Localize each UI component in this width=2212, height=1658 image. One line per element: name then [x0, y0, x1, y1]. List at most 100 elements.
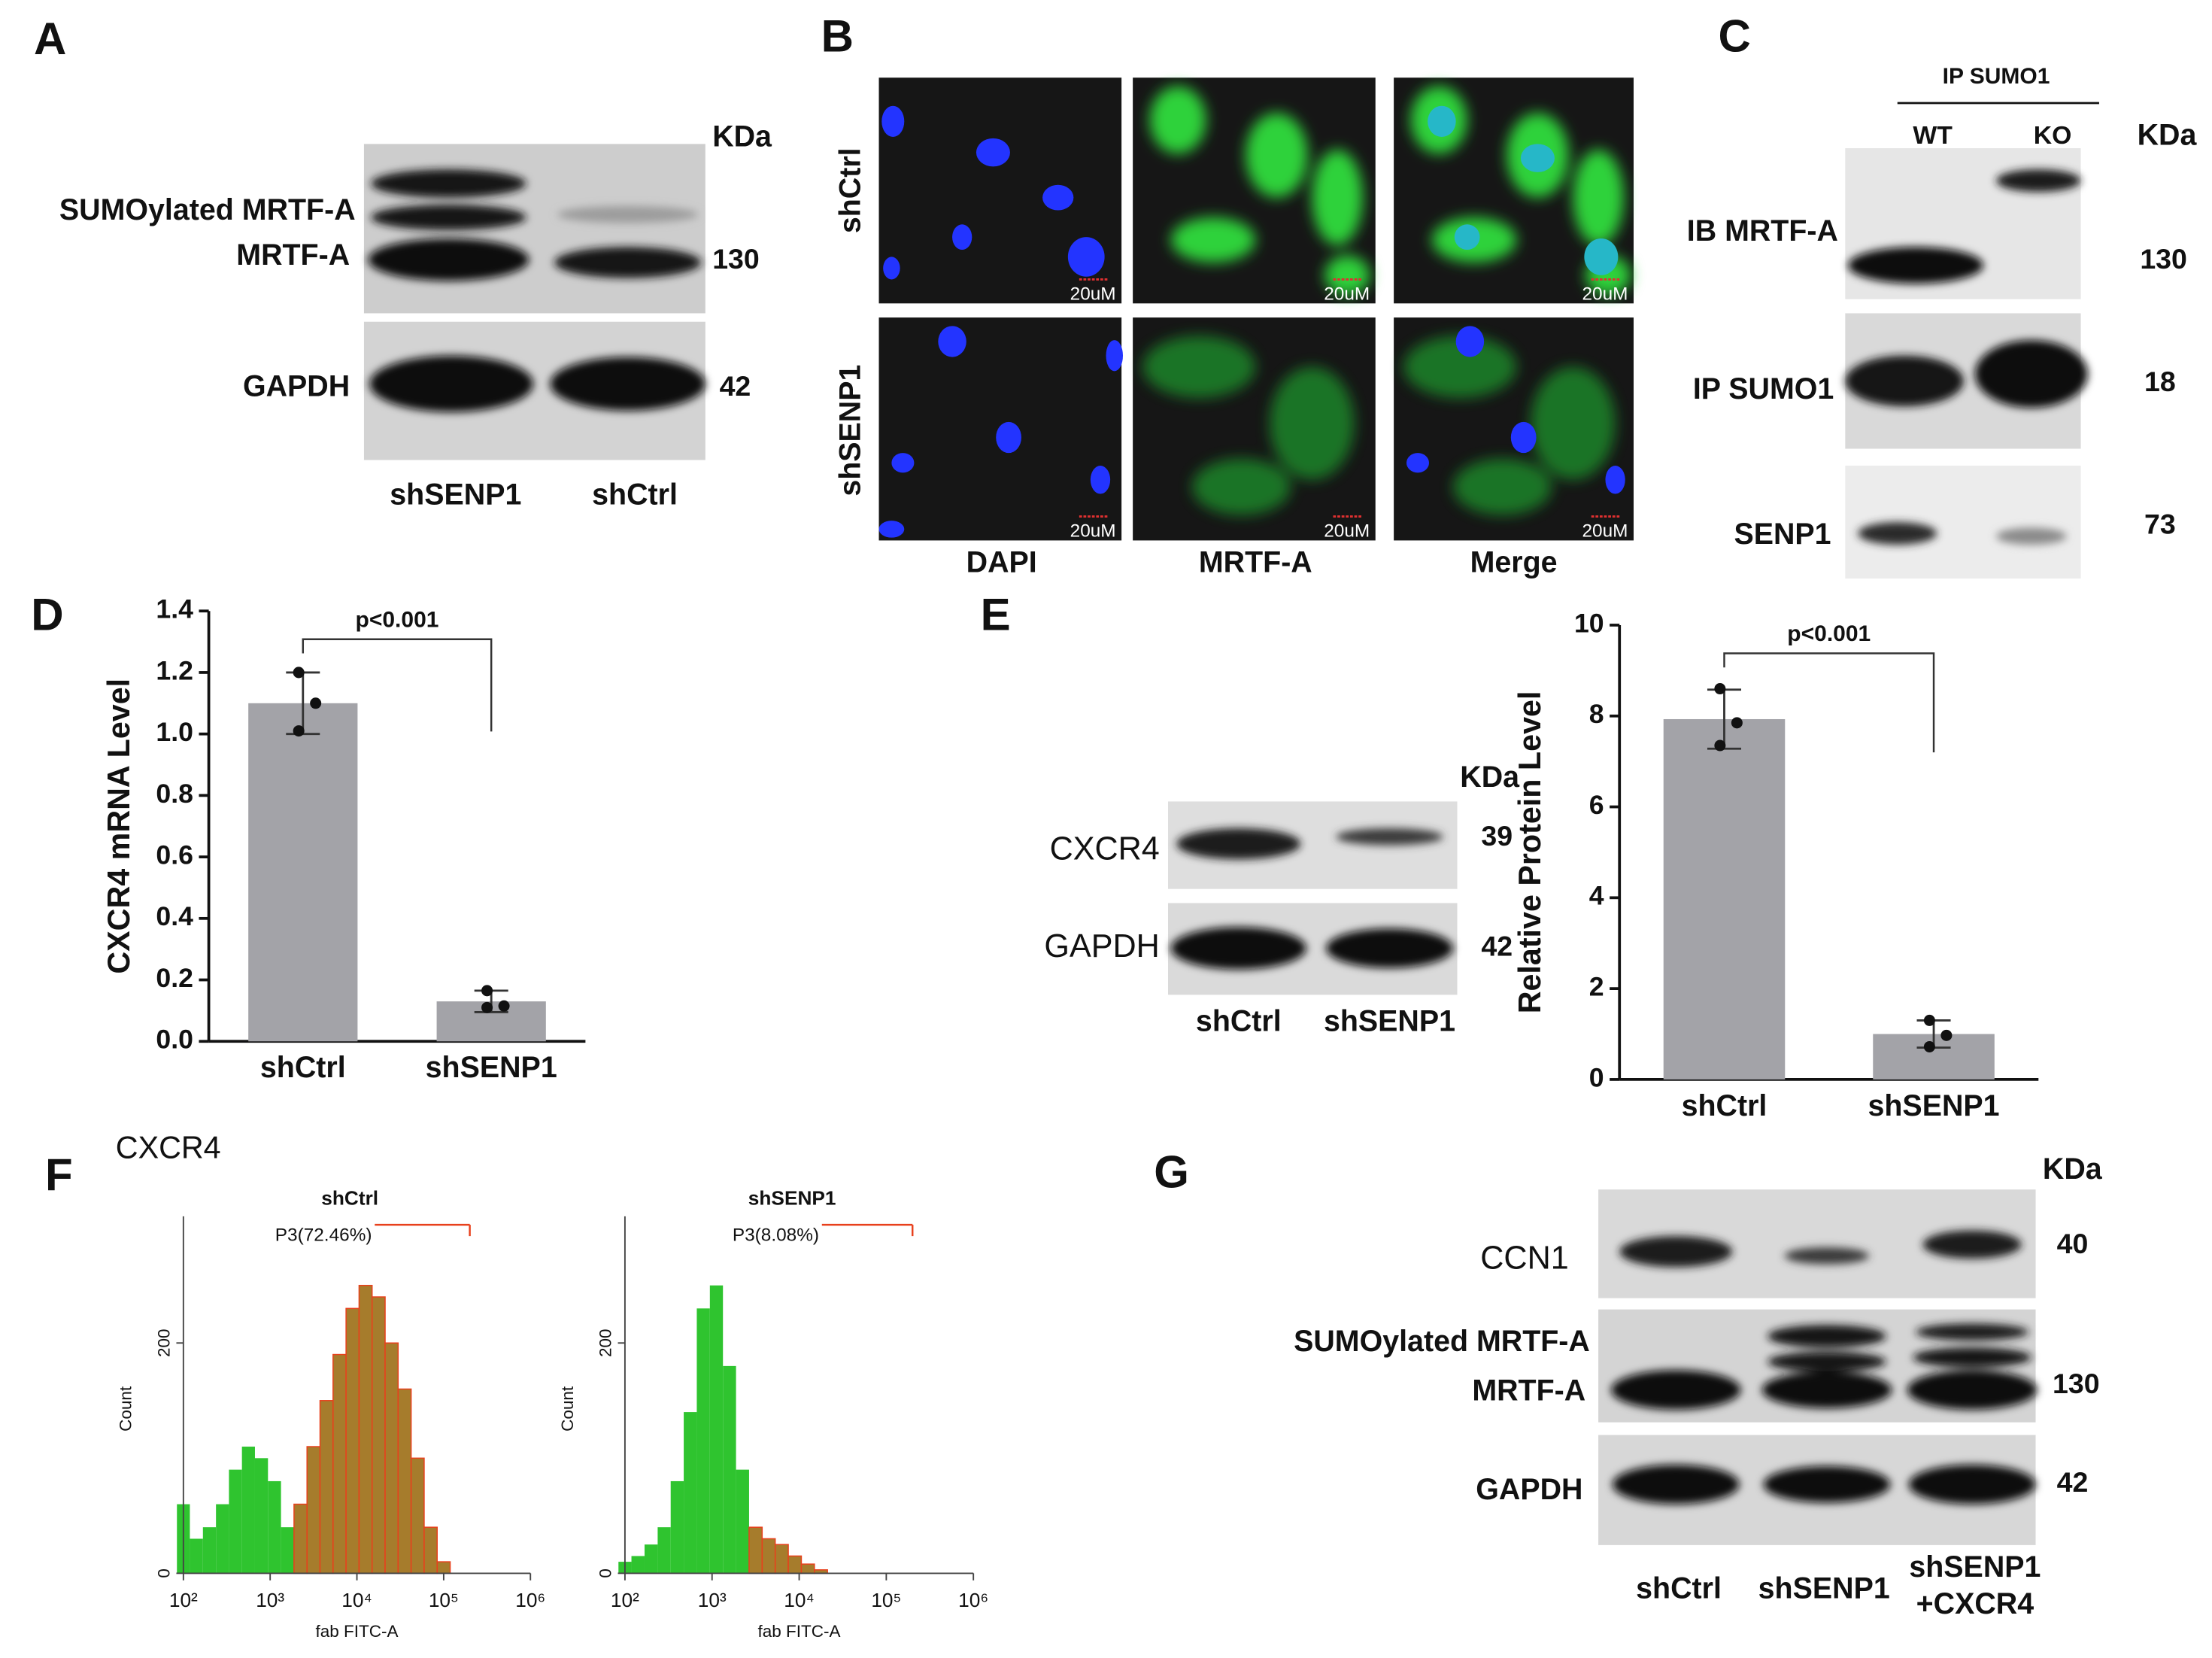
row-label: GAPDH: [1476, 1473, 1582, 1506]
histogram-bin: [761, 1538, 776, 1574]
panel-g: G KDa CCN1 SUMOylated MRTF-A MRTF-A GAPD…: [1154, 1146, 2103, 1620]
size-label: 42: [720, 370, 751, 402]
x-tick-label: shSENP1: [426, 1051, 557, 1084]
kda-label: KDa: [2043, 1152, 2103, 1186]
histogram-bin: [644, 1544, 658, 1574]
histogram-bin: [345, 1307, 360, 1574]
histogram-bin: [216, 1504, 229, 1574]
gate-label: P3(8.08%): [733, 1225, 819, 1246]
size-label: 130: [2053, 1368, 2100, 1399]
scale-label: 20uM: [1070, 521, 1116, 542]
kda-label: KDa: [2138, 118, 2198, 151]
histogram-bin: [748, 1526, 763, 1574]
x-tick-label: 10⁴: [784, 1589, 814, 1611]
size-label: 42: [2057, 1466, 2089, 1498]
y-tick-label: 0.0: [156, 1025, 193, 1055]
y-tick-label: 1.2: [156, 655, 193, 685]
row-label: MRTF-A: [236, 238, 350, 272]
x-tick-label: shCtrl: [1682, 1089, 1767, 1122]
y-axis-label: Count: [117, 1386, 135, 1432]
data-point: [1923, 1040, 1935, 1052]
size-label: 130: [712, 243, 760, 275]
panel-letter: G: [1154, 1146, 1189, 1197]
row-label: IB MRTF-A: [1687, 214, 1838, 247]
histogram-bin: [657, 1527, 671, 1574]
bar: [248, 703, 358, 1042]
data-point: [481, 985, 493, 997]
nuclei: [878, 105, 1124, 538]
histogram-bin: [241, 1447, 255, 1574]
histogram-bin: [268, 1480, 281, 1574]
y-tick-label: 0.8: [156, 779, 193, 809]
y-tick-label: 1.4: [156, 594, 193, 624]
x-tick-label: 10⁵: [871, 1589, 901, 1611]
data-point: [293, 667, 305, 679]
y-axis-label: Count: [558, 1386, 577, 1432]
size-label: 40: [2057, 1228, 2089, 1259]
histogram-bin: [410, 1457, 425, 1574]
x-tick-label: 10⁶: [515, 1589, 545, 1611]
data-point: [1714, 683, 1726, 695]
panel-e: E KDa CXCR4 GAPDH 39 42 shCtrl shSENP1: [981, 589, 1521, 1037]
column-label: Merge: [1470, 546, 1558, 579]
histogram-bin: [332, 1353, 347, 1574]
bands: [1170, 828, 1453, 970]
histogram-bin: [436, 1561, 451, 1574]
panel-letter: A: [34, 14, 66, 64]
blot: [1845, 466, 2081, 579]
y-tick-label: 0.4: [156, 901, 193, 931]
y-axis-label: CXCR4 mRNA Level: [102, 679, 136, 974]
histogram-bin: [371, 1296, 386, 1574]
row-label: IP SUMO1: [1693, 372, 1834, 405]
y-tick-label: 0: [154, 1568, 173, 1578]
histogram-bin: [319, 1400, 334, 1574]
histogram-bin: [202, 1527, 217, 1574]
lane-label: shCtrl: [1196, 1004, 1282, 1037]
data-point: [1923, 1014, 1935, 1026]
histogram-bin: [684, 1412, 697, 1574]
y-tick-label: 0.6: [156, 840, 193, 870]
histogram-bin: [723, 1365, 736, 1574]
panel-letter: E: [981, 589, 1011, 639]
histogram-bin: [800, 1563, 815, 1574]
data-point: [1731, 717, 1743, 729]
x-tick-label: 10⁵: [429, 1589, 459, 1611]
size-label: 130: [2140, 243, 2187, 275]
histogram-bin: [306, 1446, 321, 1574]
x-axis-label: fab FITC-A: [316, 1622, 399, 1641]
x-tick-label: 10³: [698, 1589, 727, 1611]
panel-letter: B: [821, 11, 854, 61]
data-point: [1714, 739, 1726, 752]
y-tick-label: 1.0: [156, 717, 193, 747]
scale-label: 20uM: [1582, 284, 1628, 305]
lane-label: shSENP1: [1909, 1550, 2041, 1584]
row-label: GAPDH: [243, 369, 350, 402]
data-point: [1940, 1029, 1953, 1041]
histogram-bin: [397, 1388, 412, 1574]
panel-b: B 20uM 20uM 20uM 20uM 20uM 20uM shCtrl s…: [821, 11, 1634, 579]
histogram-bin: [787, 1555, 803, 1574]
histogram-bin: [384, 1342, 399, 1574]
histogram-bin: [358, 1284, 373, 1574]
histogram-bin: [423, 1526, 438, 1574]
lane-label: shCtrl: [592, 478, 678, 512]
y-tick-label: 0.2: [156, 963, 193, 993]
size-label: 39: [1481, 820, 1513, 852]
gate-label: P3(72.46%): [275, 1225, 372, 1246]
histogram-bin: [670, 1480, 684, 1574]
panel-title: CXCR4: [116, 1131, 221, 1165]
scale-label: 20uM: [1324, 284, 1370, 305]
row-label: CCN1: [1480, 1240, 1568, 1276]
histogram-bin: [281, 1527, 294, 1574]
panel-f: F CXCR4: [45, 1131, 221, 1200]
y-tick-label: 8: [1589, 699, 1604, 729]
scale-label: 20uM: [1070, 284, 1116, 305]
bands: [1845, 169, 2088, 545]
kda-label: KDa: [1460, 761, 1520, 794]
lane-label: shCtrl: [1636, 1571, 1722, 1605]
column-label: DAPI: [966, 546, 1037, 579]
scale-label: 20uM: [1582, 521, 1628, 542]
data-point: [310, 697, 322, 709]
y-tick-label: 6: [1589, 790, 1604, 820]
